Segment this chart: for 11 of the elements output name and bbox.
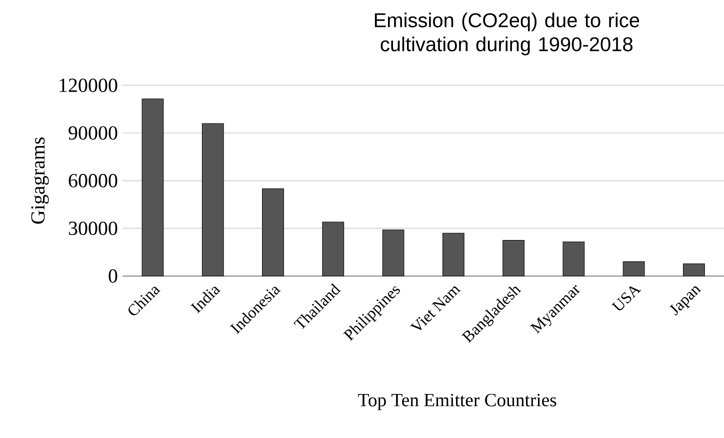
y-tick-label: 0 xyxy=(108,269,118,283)
x-axis-title: Top Ten Emitter Countries xyxy=(358,394,556,410)
chart-title: Emission (CO2eq) due to rice cultivation during 1990-2018 xyxy=(374,12,640,56)
x-tick-label: India xyxy=(190,286,221,314)
y-tick-label: 60000 xyxy=(68,174,118,188)
y-tick-label: 120000 xyxy=(60,78,118,92)
x-tick-label: USA xyxy=(611,286,642,310)
x-tick-label: Viet Nam xyxy=(410,286,461,330)
y-tick-label: 30000 xyxy=(68,222,118,236)
y-axis-title: Gigagrams xyxy=(31,138,49,224)
y-tick-label: 90000 xyxy=(68,126,118,140)
